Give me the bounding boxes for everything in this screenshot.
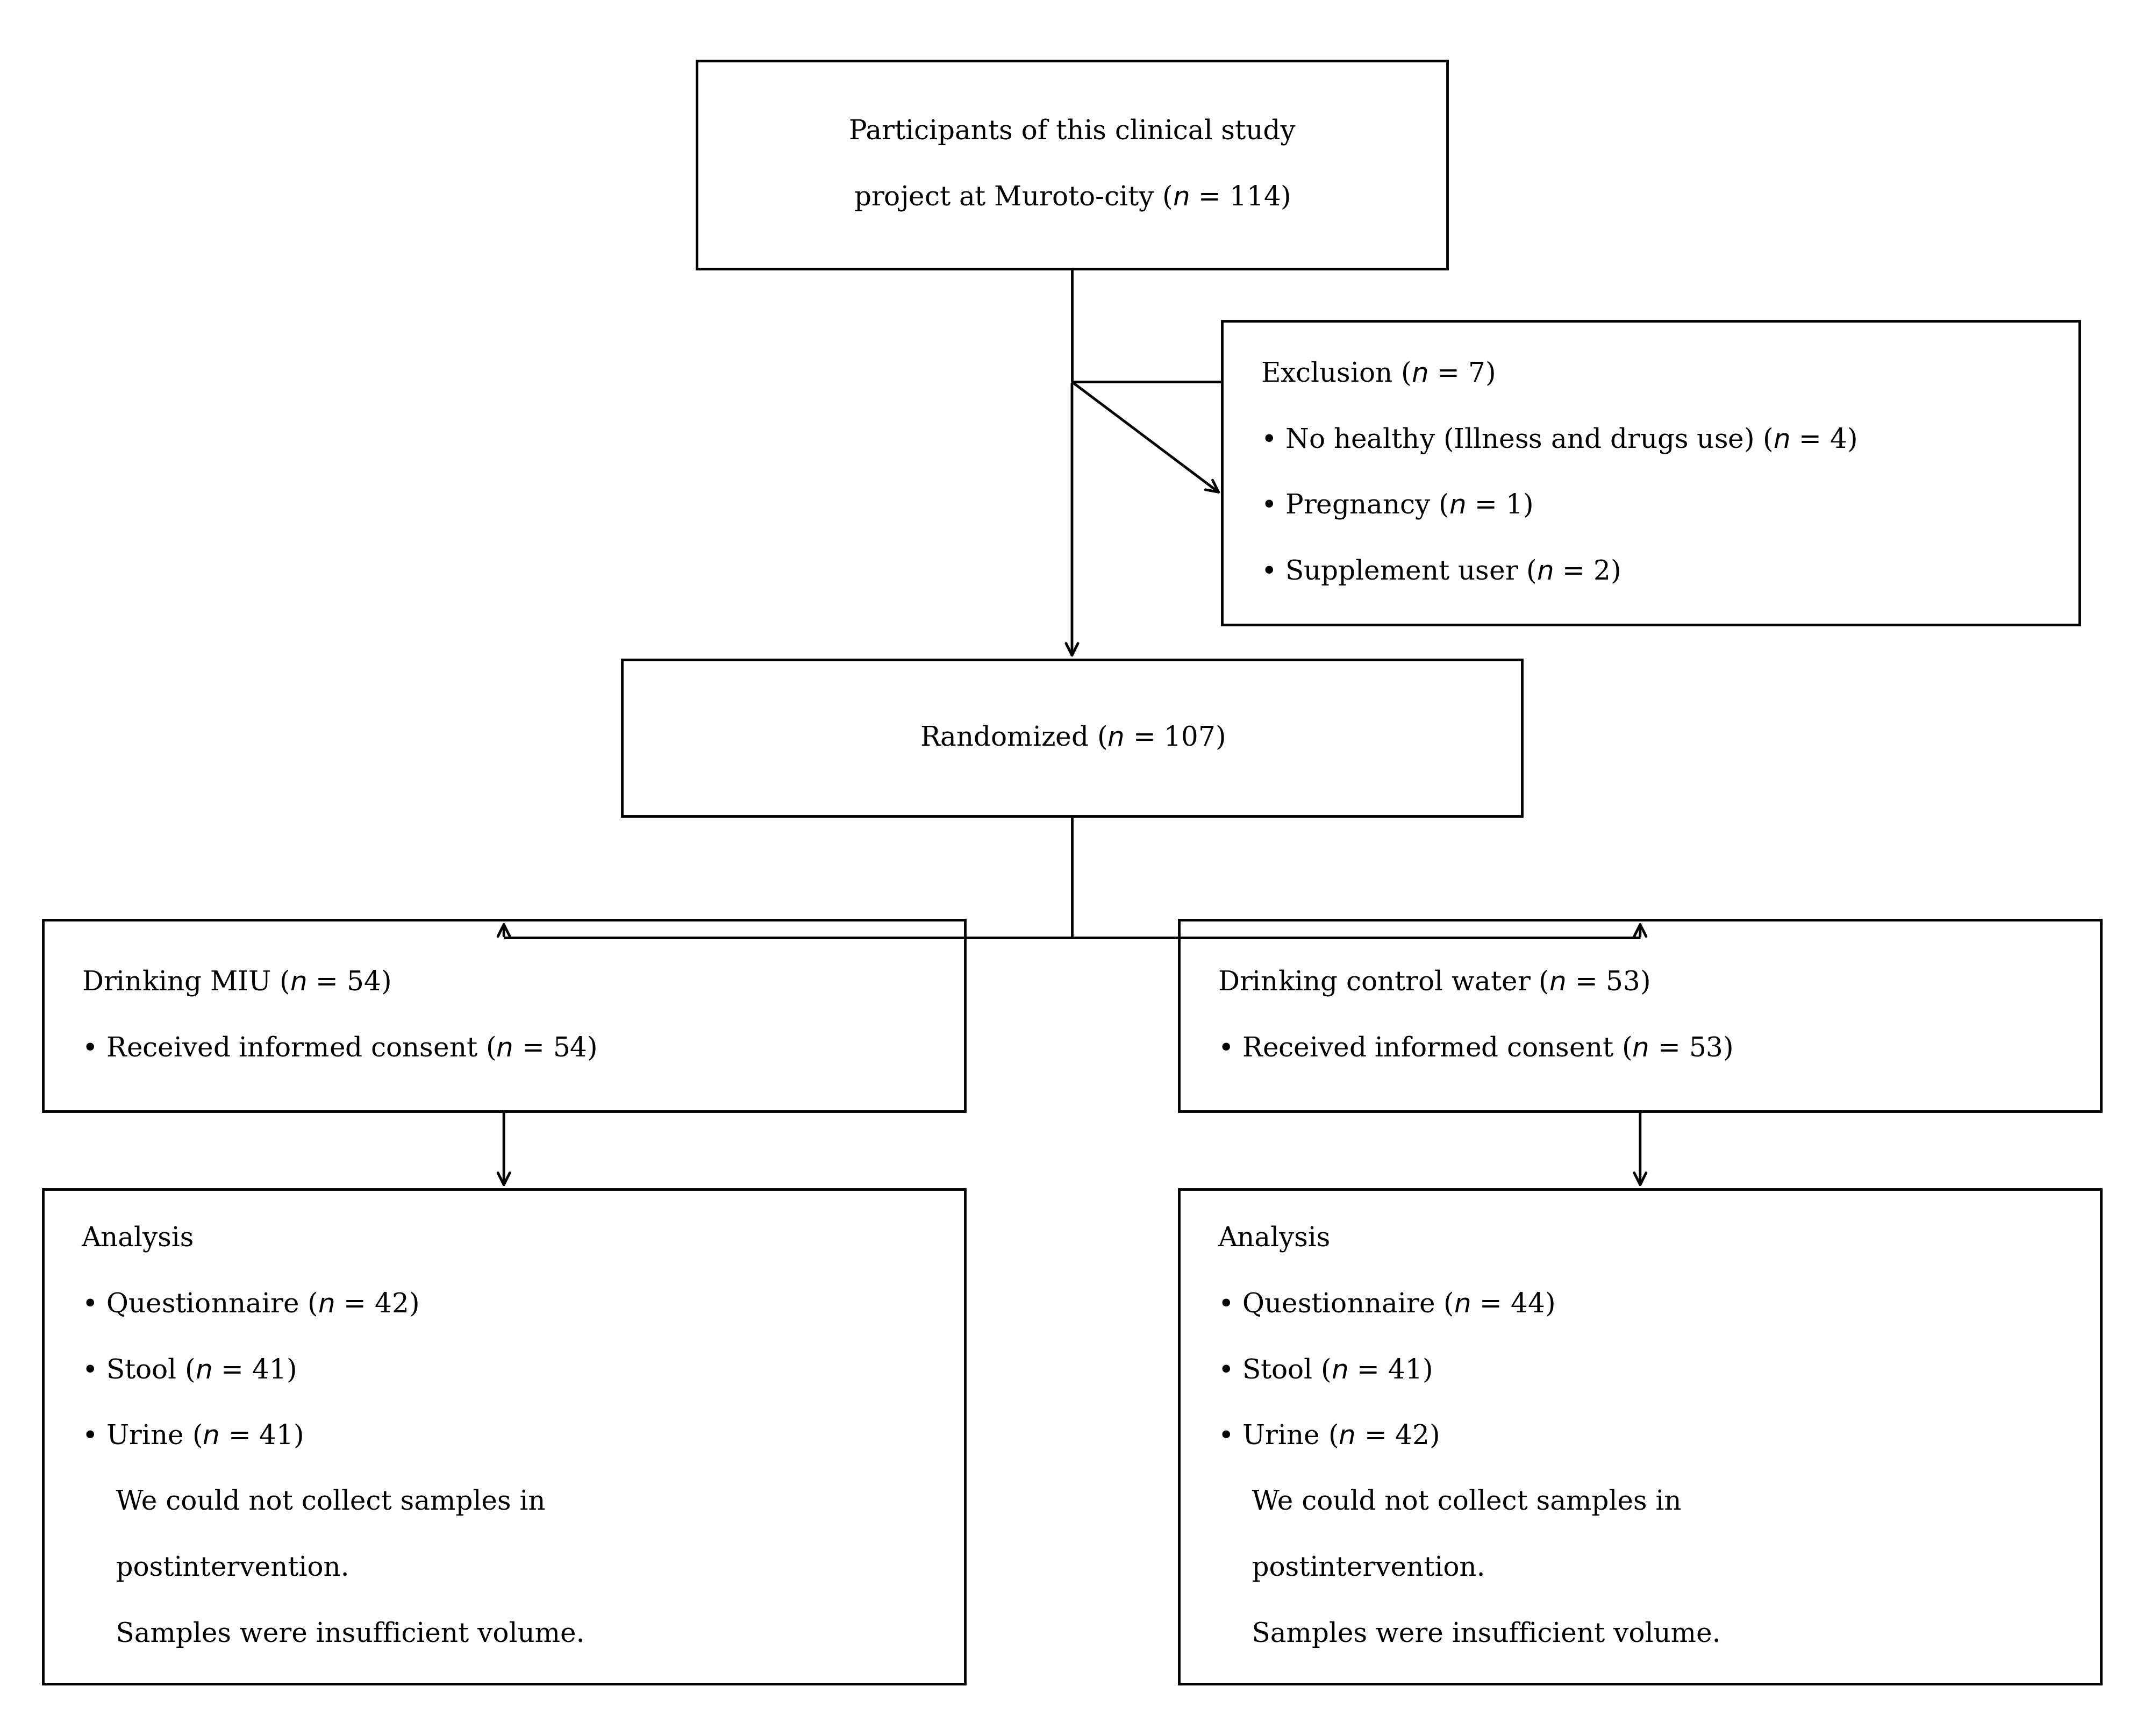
FancyBboxPatch shape <box>43 920 965 1111</box>
Text: • Stool ($n$ = 41): • Stool ($n$ = 41) <box>81 1358 296 1384</box>
Text: • Questionnaire ($n$ = 44): • Questionnaire ($n$ = 44) <box>1218 1292 1554 1318</box>
Text: Samples were insufficient volume.: Samples were insufficient volume. <box>1218 1621 1722 1647</box>
Text: We could not collect samples in: We could not collect samples in <box>1218 1489 1681 1516</box>
Text: • No healthy (Illness and drugs use) ($n$ = 4): • No healthy (Illness and drugs use) ($n… <box>1261 425 1857 455</box>
Text: Analysis: Analysis <box>81 1226 195 1252</box>
FancyBboxPatch shape <box>1179 920 2101 1111</box>
Text: Drinking control water ($n$ = 53): Drinking control water ($n$ = 53) <box>1218 969 1649 996</box>
Text: Samples were insufficient volume.: Samples were insufficient volume. <box>81 1621 585 1647</box>
Text: Analysis: Analysis <box>1218 1226 1331 1252</box>
Text: project at Muroto-city ($n$ = 114): project at Muroto-city ($n$ = 114) <box>853 184 1291 212</box>
Text: We could not collect samples in: We could not collect samples in <box>81 1489 545 1516</box>
Text: Drinking MIU ($n$ = 54): Drinking MIU ($n$ = 54) <box>81 969 390 996</box>
Text: • Supplement user ($n$ = 2): • Supplement user ($n$ = 2) <box>1261 557 1621 587</box>
FancyBboxPatch shape <box>697 61 1447 269</box>
Text: • Stool ($n$ = 41): • Stool ($n$ = 41) <box>1218 1358 1432 1384</box>
Text: • Urine ($n$ = 42): • Urine ($n$ = 42) <box>1218 1424 1439 1450</box>
Text: Exclusion ($n$ = 7): Exclusion ($n$ = 7) <box>1261 361 1494 387</box>
FancyBboxPatch shape <box>43 1189 965 1684</box>
Text: Randomized ($n$ = 107): Randomized ($n$ = 107) <box>920 724 1224 752</box>
FancyBboxPatch shape <box>622 660 1522 816</box>
Text: • Received informed consent ($n$ = 54): • Received informed consent ($n$ = 54) <box>81 1035 596 1062</box>
Text: postintervention.: postintervention. <box>81 1555 349 1581</box>
Text: • Questionnaire ($n$ = 42): • Questionnaire ($n$ = 42) <box>81 1292 418 1318</box>
Text: Participants of this clinical study: Participants of this clinical study <box>849 118 1295 146</box>
FancyBboxPatch shape <box>1222 321 2080 625</box>
Text: • Urine ($n$ = 41): • Urine ($n$ = 41) <box>81 1424 302 1450</box>
Text: postintervention.: postintervention. <box>1218 1555 1486 1581</box>
Text: • Received informed consent ($n$ = 53): • Received informed consent ($n$ = 53) <box>1218 1035 1732 1062</box>
FancyBboxPatch shape <box>1179 1189 2101 1684</box>
Text: • Pregnancy ($n$ = 1): • Pregnancy ($n$ = 1) <box>1261 491 1533 521</box>
